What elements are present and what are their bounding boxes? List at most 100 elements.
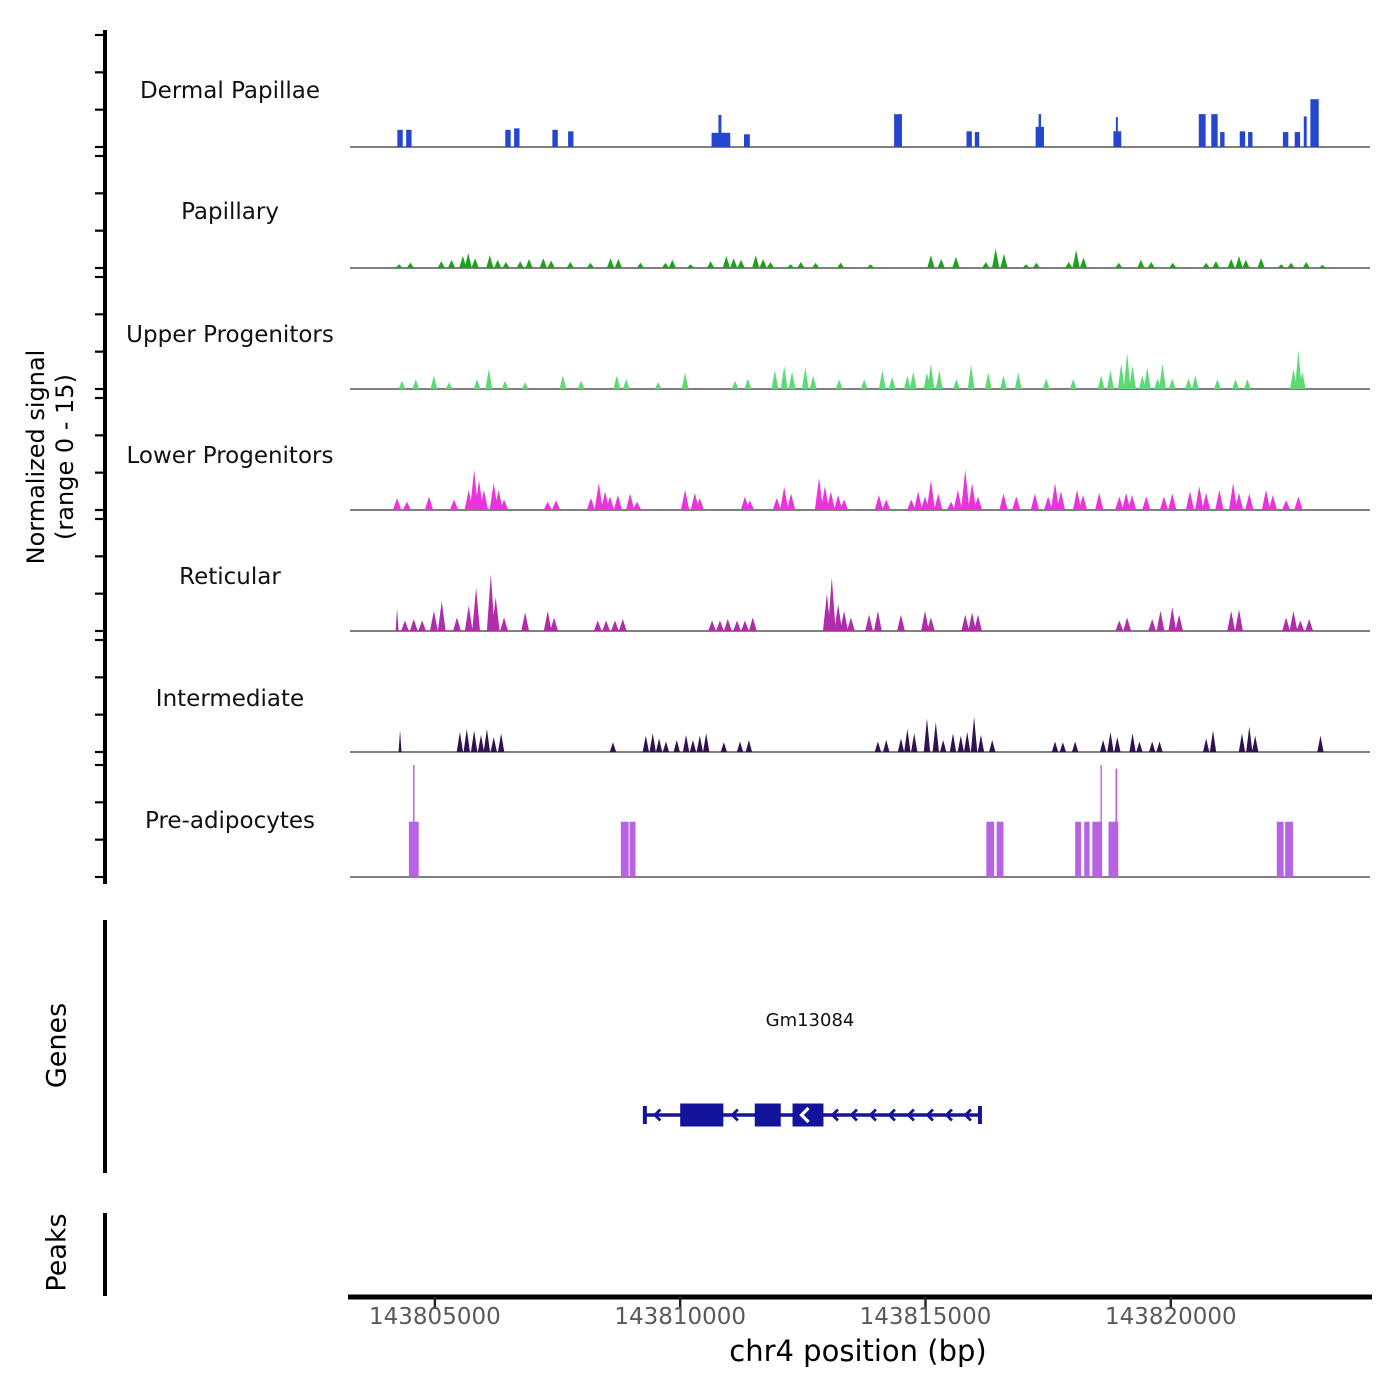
signal-peak [1257, 258, 1265, 268]
signal-track-reticular [395, 574, 1314, 631]
signal-peak [1030, 493, 1040, 510]
signal-peak [606, 258, 615, 268]
signal-peak [1168, 493, 1177, 510]
signal-peak [406, 262, 415, 268]
signal-track-pre-adipocytes [408, 765, 1293, 877]
signal-peak [1238, 733, 1246, 752]
signal-peak [586, 498, 596, 510]
signal-peak [1287, 262, 1295, 268]
signal-peak [654, 382, 662, 389]
track-label-reticular: Reticular [179, 564, 281, 590]
signal-peak [618, 619, 627, 631]
signal-peak [1129, 733, 1136, 752]
signal-peak [1211, 114, 1218, 147]
signal-peak [1228, 483, 1238, 510]
signal-peak [1071, 741, 1079, 752]
signal-peak [977, 734, 985, 752]
signal-peak [686, 264, 695, 268]
signal-peak [737, 259, 745, 268]
signal-peak [489, 483, 498, 510]
signal-peak [1185, 491, 1195, 510]
track-label-upper-progenitors: Upper Progenitors [126, 322, 334, 348]
x-axis-label: chr4 position (bp) [729, 1334, 987, 1368]
signal-peak [1095, 492, 1104, 510]
gene-model [642, 1103, 982, 1127]
signal-peak [456, 731, 464, 752]
signal-peak [967, 483, 977, 510]
signal-peak [1107, 370, 1114, 389]
signal-peak [397, 129, 403, 147]
signal-peak [395, 607, 399, 631]
signal-peak [780, 365, 788, 389]
signal-peak [437, 261, 445, 268]
signal-peak [1156, 610, 1165, 631]
signal-peak [501, 380, 509, 389]
signal-peak [1212, 261, 1220, 268]
signal-peak [1108, 821, 1119, 877]
signal-peak [786, 493, 796, 510]
signal-peak [932, 722, 939, 752]
signal-peak [392, 498, 402, 510]
signal-peak [1318, 265, 1327, 268]
signal-peak [874, 741, 882, 752]
signal-peak [655, 738, 663, 752]
track-label-lower-progenitors: Lower Progenitors [126, 443, 334, 469]
signal-peak [741, 620, 749, 631]
signal-peak [839, 499, 849, 510]
signal-peak [614, 259, 623, 268]
signal-peak [935, 370, 943, 389]
signal-peak [1136, 741, 1143, 752]
signal-peak [539, 258, 547, 268]
signal-peak [1298, 371, 1306, 389]
signal-peak [543, 501, 552, 510]
signal-peak [1038, 114, 1042, 147]
signal-peak [552, 129, 558, 147]
signal-peak [1043, 496, 1053, 510]
signal-peak [632, 501, 642, 510]
signal-peak [748, 617, 757, 631]
strand-arrow [963, 1108, 972, 1122]
signal-peak [1051, 741, 1059, 752]
signal-peak [418, 620, 427, 631]
signal-peak [1059, 742, 1067, 752]
signal-peak [559, 375, 567, 389]
signal-peak [953, 489, 963, 510]
signal-peak [406, 129, 412, 147]
signal-peak [1148, 619, 1157, 631]
signal-peak [1012, 496, 1021, 510]
strand-arrow [849, 1108, 858, 1122]
signal-peak [412, 379, 420, 389]
signal-peak [1065, 262, 1073, 268]
signal-peak [921, 610, 929, 631]
signal-peak [716, 620, 724, 631]
signal-peak [865, 614, 874, 631]
signal-peak [827, 577, 836, 631]
signal-peak [736, 741, 744, 752]
signal-peak [927, 363, 935, 389]
x-tick-label: 143810000 [614, 1304, 747, 1330]
signal-peak [1235, 609, 1243, 631]
signal-peak [662, 741, 670, 752]
signal-peak [1100, 765, 1102, 877]
signal-peak [801, 367, 809, 389]
signal-peak [493, 259, 502, 268]
signal-peak [1317, 735, 1324, 752]
signal-peak [1168, 607, 1177, 631]
signal-peak [689, 740, 697, 752]
signal-peak [1075, 821, 1082, 877]
signal-peak [551, 500, 561, 510]
signal-peak [696, 735, 704, 752]
signal-peak [903, 375, 911, 389]
signal-peak [1114, 737, 1121, 752]
signal-peak [894, 114, 902, 147]
signal-peak [952, 256, 960, 268]
signal-peak [745, 500, 755, 510]
signal-peak [1042, 378, 1050, 389]
signal-peak [525, 259, 533, 268]
signal-peak [788, 371, 796, 389]
signal-peak [1277, 264, 1285, 268]
y-axis-label-line1: Normalized signal [22, 349, 50, 565]
signal-peak [1281, 500, 1291, 510]
track-label-papillary: Papillary [181, 199, 279, 225]
signal-peak [1202, 738, 1210, 752]
